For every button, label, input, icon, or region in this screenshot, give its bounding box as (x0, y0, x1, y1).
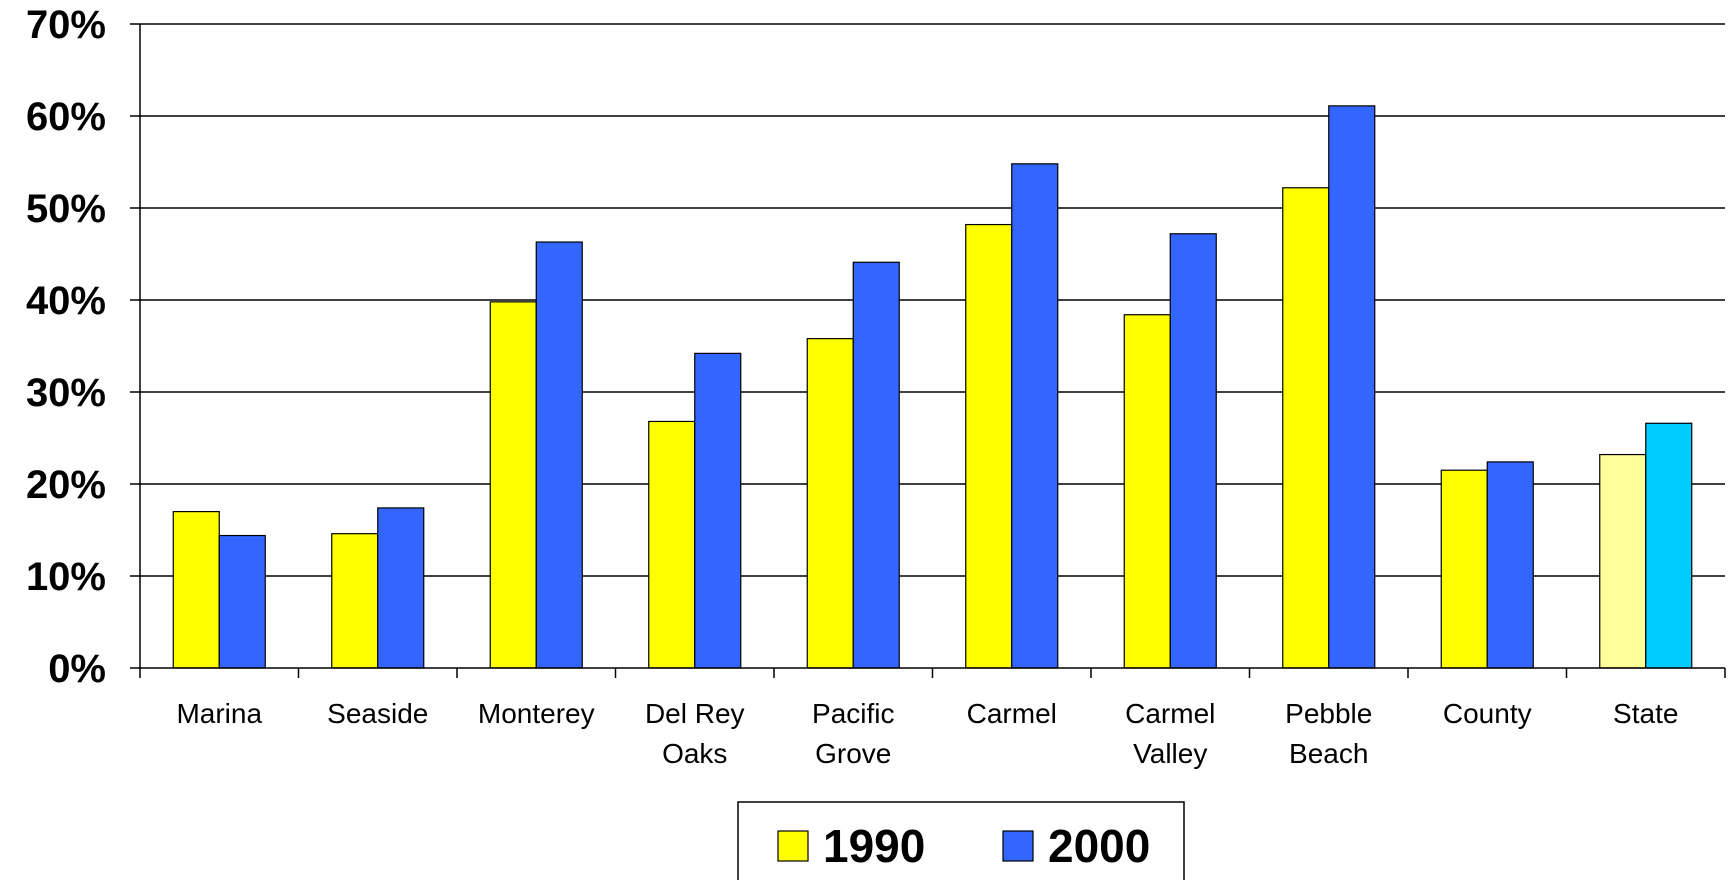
x-tick-label: Pebble Beach (1285, 698, 1372, 769)
bar-2000-marina (218, 534, 266, 669)
legend-swatch-1990 (777, 830, 809, 862)
x-tick-label-line: Pacific (812, 698, 894, 729)
bar-1990-del-rey-oaks (648, 420, 696, 669)
x-tick-label-line: Valley (1133, 738, 1207, 769)
x-tick-label-line: Carmel (967, 698, 1057, 729)
bar-1990-pebble-beach (1282, 187, 1330, 669)
bar-2000-carmel-valley (1169, 233, 1217, 669)
bar-2000-del-rey-oaks (694, 352, 742, 669)
bar-1990-carmel-valley (1123, 314, 1171, 669)
x-tick-label-line: Oaks (662, 738, 727, 769)
bar-1990-carmel (965, 223, 1013, 669)
x-tick-label: Del Rey Oaks (645, 698, 745, 769)
x-tick-label: County (1443, 698, 1532, 729)
legend-swatch-2000 (1002, 830, 1034, 862)
x-tick-label: Pacific Grove (812, 698, 894, 769)
x-tick-label-line: Del Rey (645, 698, 745, 729)
x-tick-label-line: Pebble (1285, 698, 1372, 729)
y-tick-label: 40% (26, 279, 106, 323)
x-tick-label-line: State (1613, 698, 1678, 729)
bar-1990-county (1440, 469, 1488, 669)
y-tick-labels: 0% 10% 20% 30% 40% 50% 60% 70% (26, 3, 106, 691)
x-tick-label-line: Beach (1289, 738, 1368, 769)
x-tick-labels: Marina Seaside Monterey Del Rey Oaks Pacific G… (176, 698, 1678, 769)
x-tick-label-line: Marina (176, 698, 262, 729)
y-tick-label: 70% (26, 3, 106, 47)
legend-label-2000: 2000 (1048, 820, 1150, 872)
bar-2000-county (1486, 461, 1534, 669)
y-tick-label: 60% (26, 95, 106, 139)
bar-2000-monterey (535, 241, 583, 669)
y-tick-label: 30% (26, 371, 106, 415)
y-tick-label: 0% (48, 647, 106, 691)
bar-2000-pacific-grove (852, 261, 900, 669)
x-tick-label: Carmel (967, 698, 1057, 729)
bar-1990-pacific-grove (806, 338, 854, 669)
y-tick-label: 10% (26, 555, 106, 599)
legend-box (737, 801, 1185, 880)
y-tick-label: 20% (26, 463, 106, 507)
x-tick-label: Marina (176, 698, 262, 729)
bar-1990-seaside (331, 533, 379, 669)
x-tick-label-line: Seaside (327, 698, 428, 729)
y-tick-label: 50% (26, 187, 106, 231)
x-tick-label: Carmel Valley (1125, 698, 1215, 769)
legend: 1990 2000 (737, 801, 1185, 880)
gridlines (140, 23, 1725, 577)
bar-1990-state (1599, 453, 1647, 669)
bar-1990-monterey (489, 301, 537, 669)
x-tick-label-line: Carmel (1125, 698, 1215, 729)
bar-2000-pebble-beach (1328, 105, 1376, 669)
x-tick-label-line: County (1443, 698, 1532, 729)
x-tick-label-line: Grove (815, 738, 891, 769)
bar-1990-marina (172, 511, 220, 669)
axes (130, 23, 1726, 678)
x-tick-label: Monterey (478, 698, 595, 729)
legend-label-1990: 1990 (823, 820, 925, 872)
bar-2000-carmel (1011, 163, 1059, 669)
x-tick-label: Seaside (327, 698, 428, 729)
x-tick-label-line: Monterey (478, 698, 595, 729)
x-tick-label: State (1613, 698, 1678, 729)
bar-2000-seaside (377, 507, 425, 669)
bars (172, 105, 1693, 669)
bar-2000-state (1645, 422, 1693, 669)
